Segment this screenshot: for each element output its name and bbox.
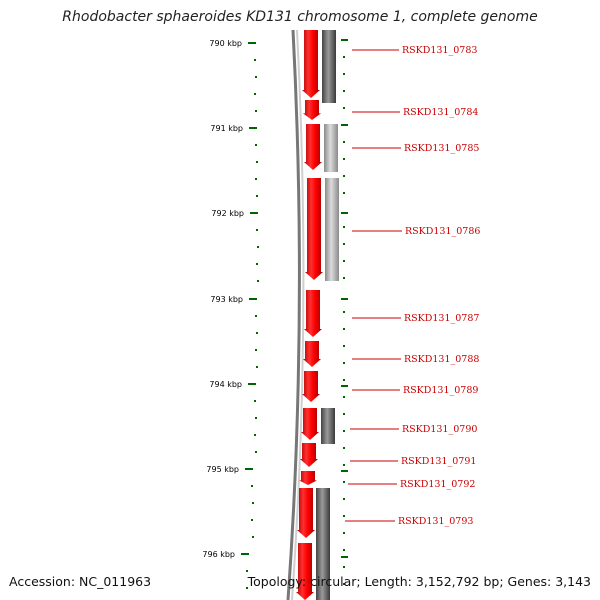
forward-gene-arrow[interactable] <box>302 30 320 98</box>
forward-gene-arrow[interactable] <box>303 100 321 120</box>
gene-label[interactable]: RSKD131_0791 <box>401 456 476 467</box>
gene-label[interactable]: RSKD131_0783 <box>402 45 477 56</box>
forward-gene-arrow[interactable] <box>299 471 317 485</box>
forward-gene-arrow[interactable] <box>304 290 322 337</box>
ruler-label: 790 kbp <box>209 39 242 48</box>
chromosome-backbone-shadow <box>291 29 305 600</box>
forward-gene-arrow[interactable] <box>302 371 320 402</box>
gene-label[interactable]: RSKD131_0789 <box>403 385 478 396</box>
ruler-label: 794 kbp <box>209 380 242 389</box>
accession-text: Accession: NC_011963 <box>9 574 152 589</box>
gene-label[interactable]: RSKD131_0784 <box>403 107 478 118</box>
gene-label[interactable]: RSKD131_0790 <box>402 424 477 435</box>
ruler-label: 796 kbp <box>202 550 235 559</box>
gene-label[interactable]: RSKD131_0788 <box>404 354 479 365</box>
gene-label[interactable]: RSKD131_0787 <box>404 313 479 324</box>
ruler-label: 795 kbp <box>206 465 239 474</box>
reverse-gene-bar[interactable] <box>316 488 330 600</box>
chromosome-backbone <box>286 29 301 600</box>
ruler-label: 793 kbp <box>210 295 243 304</box>
reverse-gene-bar[interactable] <box>322 30 336 103</box>
ruler-label: 791 kbp <box>210 124 243 133</box>
gene-label[interactable]: RSKD131_0793 <box>398 516 473 527</box>
gene-label[interactable]: RSKD131_0786 <box>405 226 480 237</box>
ruler-label: 792 kbp <box>211 209 244 218</box>
topology-stats-text: Topology: circular; Length: 3,152,792 bp… <box>247 574 591 589</box>
map-title: Rhodobacter sphaeroides KD131 chromosome… <box>62 9 538 25</box>
reverse-gene-bar[interactable] <box>321 408 335 444</box>
gene-label[interactable]: RSKD131_0792 <box>400 479 475 490</box>
gene-label[interactable]: RSKD131_0785 <box>404 143 479 154</box>
forward-gene-arrow[interactable] <box>300 443 318 467</box>
forward-gene-arrow[interactable] <box>301 408 319 440</box>
forward-gene-arrow[interactable] <box>304 124 322 170</box>
forward-gene-arrow[interactable] <box>305 178 323 280</box>
forward-gene-arrow[interactable] <box>303 341 321 367</box>
reverse-gene-bar[interactable] <box>325 178 339 281</box>
forward-gene-arrow[interactable] <box>297 488 315 538</box>
forward-gene-arrow[interactable] <box>296 543 314 600</box>
reverse-gene-bar[interactable] <box>324 124 338 172</box>
